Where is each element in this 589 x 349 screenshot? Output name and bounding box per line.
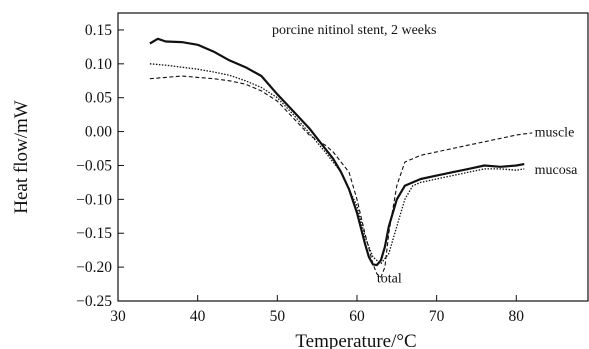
curve-annotations: muscle mucosa total	[377, 126, 578, 287]
series-line-muscle	[149, 75, 533, 278]
y-tick-label: −0.20	[76, 259, 112, 276]
y-axis: 0.15 0.10 0.05 0.00 −0.05 −0.10 −0.15 −0.20 −0.2…	[76, 22, 124, 310]
y-tick-label: 0.15	[85, 22, 112, 39]
y-tick-label: 0.05	[85, 90, 112, 107]
x-tick-label: 80	[509, 308, 525, 325]
x-axis: 30 40 50 60 70 80	[110, 295, 524, 325]
x-tick-label: 50	[270, 308, 286, 325]
annotation-mucosa: mucosa	[535, 163, 579, 178]
y-axis-label: Heat flow/mW	[11, 100, 32, 214]
x-axis-label: Temperature/°C	[295, 331, 416, 349]
chart-title: porcine nitinol stent, 2 weeks	[272, 23, 436, 38]
x-tick-label: 60	[349, 308, 365, 325]
x-tick-label: 40	[190, 308, 206, 325]
annotation-total: total	[377, 271, 402, 286]
annotation-muscle: muscle	[535, 126, 575, 141]
y-tick-label: 0.10	[85, 56, 112, 73]
series-lines	[149, 37, 533, 278]
series-line-mucosa	[149, 63, 525, 265]
y-tick-label: −0.05	[76, 157, 112, 174]
y-tick-label: −0.10	[76, 191, 112, 208]
plot-frame	[117, 12, 589, 302]
series-line-total	[149, 37, 525, 267]
y-tick-label: −0.15	[76, 225, 112, 242]
y-tick-label: 0.00	[85, 124, 112, 141]
x-tick-label: 70	[429, 308, 445, 325]
x-tick-label: 30	[110, 308, 126, 325]
y-tick-label: −0.25	[76, 293, 112, 310]
